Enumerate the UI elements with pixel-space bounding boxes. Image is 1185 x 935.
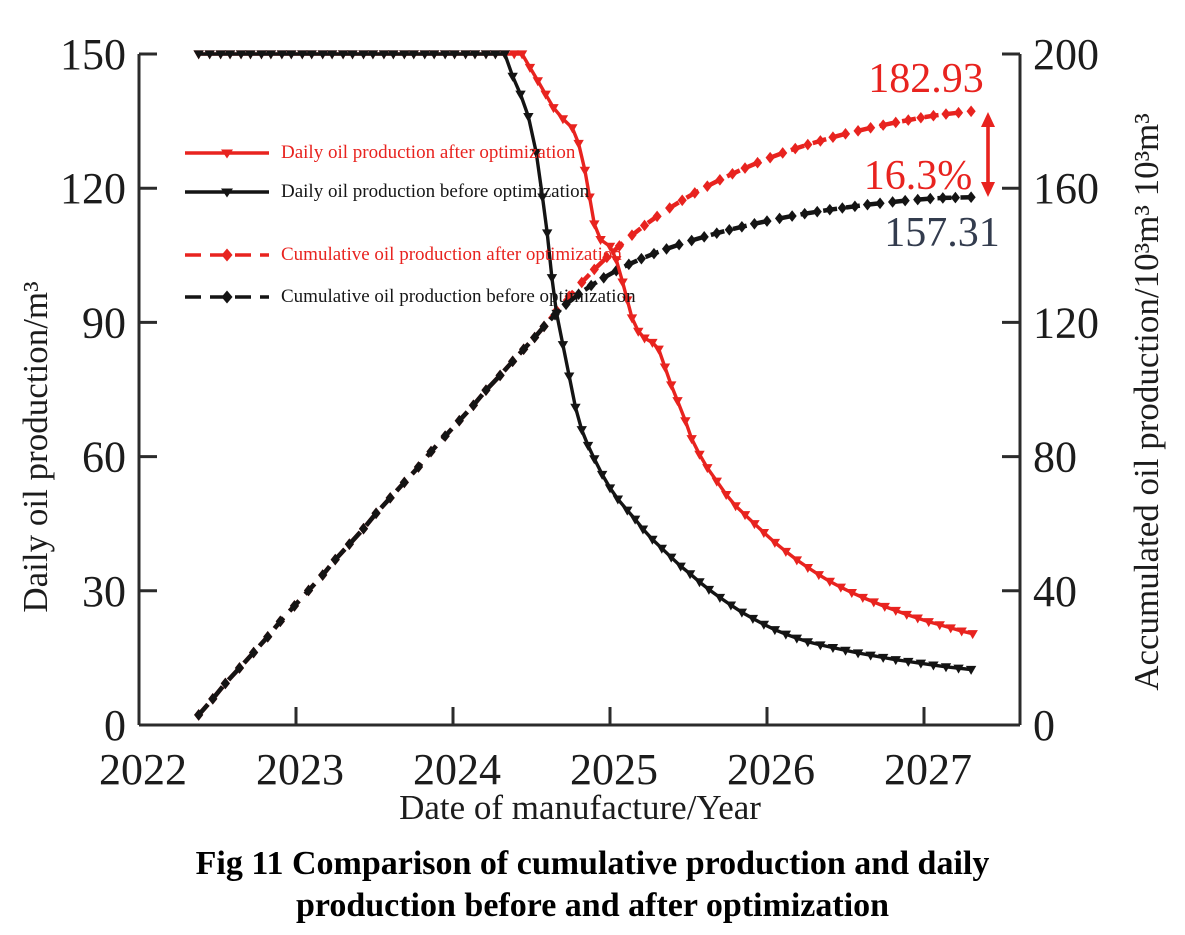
legend-item-cumulative-after: Cumulative oil production after optimiza… [185,243,622,267]
svg-text:120: 120 [60,164,126,213]
right-axis-title: Accumulated oil production/10³m³ 10³m³ [1127,113,1166,691]
svg-text:120: 120 [1033,298,1099,347]
legend-label: Cumulative oil production after optimiza… [281,244,622,265]
legend-line-black-dashed-icon [185,289,269,305]
svg-text:2025: 2025 [570,745,658,794]
legend-line-black-solid-icon [185,184,269,200]
svg-text:0: 0 [1033,701,1055,750]
svg-text:2026: 2026 [727,745,815,794]
left-axis-title: Daily oil production/m³ [16,281,55,613]
legend-line-red-solid-icon [185,145,269,161]
annotation-after-end-value: 182.93 [868,56,984,102]
figure-caption-line-2: production before and after optimization [295,887,890,924]
svg-text:2022: 2022 [99,745,187,794]
svg-text:0: 0 [104,701,126,750]
svg-text:40: 40 [1033,567,1077,616]
svg-text:2023: 2023 [256,745,344,794]
legend-item-daily-before: Daily oil production before optimization [185,180,589,204]
svg-text:80: 80 [1033,433,1077,482]
figure-caption: Fig 11 Comparison of cumulative producti… [0,843,1185,927]
svg-text:30: 30 [82,567,126,616]
figure-caption-line-1: Fig 11 Comparison of cumulative producti… [195,845,990,882]
svg-text:160: 160 [1033,164,1099,213]
legend-label: Daily oil production before optimization [281,181,590,202]
legend-label: Cumulative oil production before optimiz… [281,286,636,307]
legend-line-red-dashed-icon [185,247,269,263]
svg-text:2027: 2027 [884,745,972,794]
legend-item-cumulative-before: Cumulative oil production before optimiz… [185,285,636,309]
legend-item-daily-after: Daily oil production after optimization [185,141,575,165]
svg-text:60: 60 [82,433,126,482]
svg-text:150: 150 [60,30,126,79]
annotation-before-end-value: 157.31 [884,210,1000,256]
svg-text:2024: 2024 [413,745,501,794]
annotation-increase-percent: 16.3% [863,153,973,199]
legend-label: Daily oil production after optimization [281,142,576,163]
svg-text:90: 90 [82,298,126,347]
svg-text:200: 200 [1033,30,1099,79]
x-axis-title: Date of manufacture/Year [399,788,761,827]
